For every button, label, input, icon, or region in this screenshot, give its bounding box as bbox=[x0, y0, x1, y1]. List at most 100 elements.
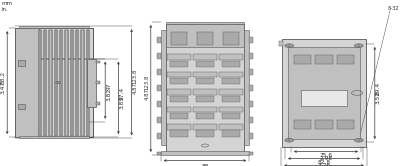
Bar bbox=[219, 72, 243, 77]
Bar bbox=[38, 30, 41, 136]
Bar bbox=[96, 102, 100, 105]
Text: 89.4: 89.4 bbox=[376, 82, 381, 95]
Circle shape bbox=[56, 82, 60, 84]
Bar bbox=[222, 61, 240, 67]
Text: 3.52: 3.52 bbox=[376, 91, 381, 104]
Bar bbox=[222, 96, 240, 102]
Bar bbox=[196, 96, 214, 102]
Bar bbox=[60, 30, 62, 136]
Circle shape bbox=[285, 44, 294, 47]
Bar bbox=[15, 28, 93, 137]
Bar bbox=[157, 85, 161, 91]
Bar bbox=[196, 130, 214, 136]
Bar bbox=[49, 30, 52, 136]
Bar bbox=[76, 30, 78, 136]
Bar bbox=[166, 24, 244, 152]
Bar bbox=[157, 152, 161, 155]
Bar bbox=[157, 117, 161, 123]
Bar bbox=[157, 133, 161, 139]
Bar bbox=[71, 30, 73, 136]
Bar bbox=[44, 30, 46, 136]
Bar bbox=[71, 30, 73, 136]
Bar bbox=[301, 90, 347, 106]
Bar bbox=[315, 55, 333, 64]
Bar bbox=[170, 61, 188, 67]
Bar bbox=[167, 124, 191, 129]
Bar bbox=[193, 54, 217, 60]
Bar bbox=[81, 30, 84, 136]
Bar bbox=[294, 120, 311, 128]
Bar bbox=[193, 72, 217, 77]
Bar bbox=[55, 30, 57, 136]
Bar bbox=[76, 30, 78, 136]
Text: 3.26: 3.26 bbox=[318, 163, 330, 166]
Circle shape bbox=[354, 44, 363, 47]
Text: mm
in.: mm in. bbox=[2, 1, 13, 12]
Bar bbox=[38, 30, 89, 136]
Bar bbox=[161, 30, 166, 145]
Bar bbox=[157, 101, 161, 107]
Bar bbox=[166, 22, 244, 24]
Text: 2.98: 2.98 bbox=[320, 156, 332, 161]
Bar bbox=[249, 85, 253, 91]
Bar bbox=[49, 30, 52, 136]
Bar bbox=[65, 30, 68, 136]
Bar bbox=[337, 55, 354, 64]
Text: 3.82: 3.82 bbox=[106, 88, 111, 101]
Bar bbox=[87, 30, 89, 136]
Bar bbox=[288, 47, 360, 139]
Text: 97.4: 97.4 bbox=[120, 87, 125, 100]
Bar bbox=[193, 89, 217, 95]
Text: 8-32: 8-32 bbox=[388, 6, 399, 11]
Circle shape bbox=[354, 138, 363, 142]
Bar bbox=[222, 78, 240, 84]
Bar bbox=[196, 78, 214, 84]
Bar bbox=[249, 53, 253, 59]
Text: 97: 97 bbox=[106, 82, 111, 90]
Bar bbox=[193, 124, 217, 129]
Bar bbox=[170, 130, 188, 136]
Bar bbox=[87, 30, 89, 136]
Bar bbox=[18, 104, 25, 110]
Bar bbox=[167, 54, 191, 60]
Bar bbox=[315, 120, 333, 128]
Bar bbox=[167, 72, 191, 77]
Bar bbox=[222, 130, 240, 136]
Bar bbox=[282, 39, 366, 147]
Bar bbox=[249, 101, 253, 107]
Text: 3.47: 3.47 bbox=[1, 81, 6, 94]
Bar bbox=[170, 96, 188, 102]
Bar bbox=[65, 30, 68, 136]
Text: 82.8: 82.8 bbox=[318, 160, 330, 165]
Bar bbox=[249, 117, 253, 123]
Bar bbox=[249, 69, 253, 75]
Text: 4.87: 4.87 bbox=[133, 82, 138, 94]
Circle shape bbox=[285, 138, 294, 142]
Bar bbox=[87, 59, 96, 107]
Bar bbox=[38, 30, 41, 136]
Text: 3.83: 3.83 bbox=[120, 95, 125, 109]
Bar bbox=[219, 54, 243, 60]
Bar bbox=[279, 41, 283, 46]
Text: 4.87: 4.87 bbox=[144, 88, 150, 100]
Bar bbox=[167, 89, 191, 95]
Bar bbox=[196, 61, 214, 67]
Bar bbox=[193, 107, 217, 112]
Bar bbox=[19, 136, 89, 138]
Bar bbox=[294, 55, 311, 64]
Bar bbox=[167, 107, 191, 112]
Bar bbox=[170, 78, 188, 84]
Bar bbox=[223, 32, 239, 44]
Bar bbox=[244, 30, 249, 145]
Bar bbox=[18, 60, 25, 66]
Bar bbox=[170, 113, 188, 119]
Bar bbox=[15, 28, 38, 137]
Bar bbox=[55, 30, 57, 136]
Bar bbox=[60, 30, 62, 136]
Bar bbox=[157, 53, 161, 59]
Bar bbox=[96, 81, 100, 84]
Bar bbox=[81, 30, 84, 136]
Text: 123.8: 123.8 bbox=[133, 69, 138, 84]
Bar bbox=[337, 120, 354, 128]
Text: 123.8: 123.8 bbox=[144, 75, 150, 90]
